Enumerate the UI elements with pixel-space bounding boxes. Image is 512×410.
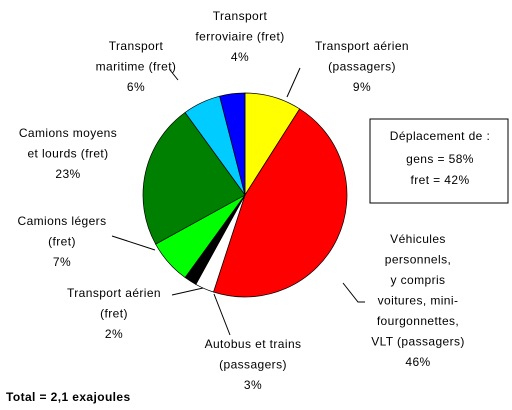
leader-line	[213, 293, 231, 336]
footer: Total = 2,1 exajoules	[6, 390, 131, 404]
slice-label: (fret)	[48, 235, 76, 249]
value-label: 9%	[353, 80, 371, 94]
slice-label: voitures, mini-	[378, 294, 459, 308]
annotation: gens = 58%	[406, 152, 474, 166]
leader-line	[111, 235, 156, 251]
slice-label: Camions légers	[18, 214, 107, 228]
slice-label: Camions moyens	[19, 126, 117, 140]
slice-label: Transport aérien	[315, 39, 409, 53]
pie-slice	[219, 92, 246, 196]
value-label: 3%	[244, 378, 262, 392]
value-label: 4%	[231, 50, 249, 64]
value-label: 6%	[127, 80, 145, 94]
leader-line	[342, 282, 365, 303]
slice-label: maritime (fret)	[96, 60, 177, 74]
pie-slice	[213, 108, 348, 298]
annotation: Déplacement de :	[390, 129, 490, 143]
slice-label: personnels,	[385, 253, 451, 267]
slice-label: fourgonnettes,	[377, 314, 459, 328]
slice-label: (passagers)	[328, 60, 396, 74]
slice-label: Transport	[213, 9, 268, 23]
slice-label: y compris	[391, 273, 446, 287]
value-label: 23%	[55, 167, 80, 181]
leader-line	[171, 287, 204, 296]
value-label: 46%	[405, 355, 430, 369]
value-label: 2%	[105, 327, 123, 341]
value-label: 7%	[53, 255, 71, 269]
slice-label: (fret)	[100, 307, 128, 321]
slice-label: Autobus et trains	[205, 337, 302, 351]
slice-label: VLT (passagers)	[371, 335, 465, 349]
slice-label: Véhicules	[390, 232, 446, 246]
annotation: fret = 42%	[410, 173, 469, 187]
slice-label: et lourds (fret)	[27, 147, 108, 161]
slice-label: Transport aérien	[67, 286, 161, 300]
slice-label: (passagers)	[219, 358, 287, 372]
leader-line	[286, 67, 301, 98]
leader-line	[169, 69, 179, 81]
slice-label: Transport	[109, 39, 164, 53]
annotation-box	[369, 118, 509, 204]
slice-label: ferroviaire (fret)	[195, 30, 284, 44]
pie-slice	[142, 111, 246, 245]
